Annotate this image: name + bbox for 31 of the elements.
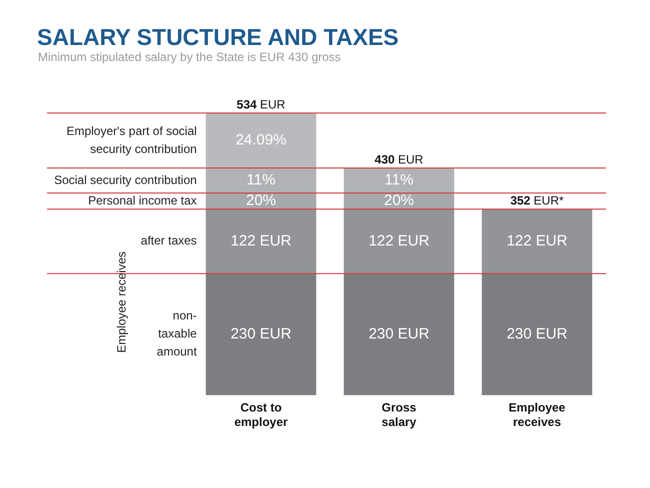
total-label: 430 EUR (374, 152, 424, 166)
chart-title: SALARY STUCTURE AND TAXES (37, 24, 399, 51)
annotation: 24.09% (236, 132, 286, 149)
x-tick-label: Gross salary (382, 400, 417, 430)
data-label: 230 EUR (230, 326, 292, 343)
data-label: 122 EUR (368, 232, 430, 250)
series-label: after taxes (140, 234, 197, 248)
annotation: 11% (384, 172, 414, 189)
series-label: Social security contribution (54, 172, 197, 187)
data-label: 230 EUR (506, 326, 568, 343)
x-tick-label: Cost to employer (234, 400, 288, 430)
total-label: 534 EUR (236, 97, 286, 112)
bar (344, 274, 454, 396)
bar (206, 209, 316, 274)
annotation: 11% (246, 172, 276, 189)
total-label: 352 EUR* (510, 193, 564, 208)
annotation: 20% (246, 192, 276, 210)
chart-subtitle: Minimum stipulated salary by the State is EUR 430 gross (38, 50, 341, 64)
data-label: 122 EUR (230, 232, 292, 250)
data-label: 230 EUR (368, 326, 430, 343)
series-label: Personal income tax (88, 193, 197, 208)
bar (482, 209, 592, 274)
series-label: non-taxable amount (156, 308, 198, 359)
series-label: Employer's part of social security contribution (66, 124, 197, 156)
text: Employee receives (114, 251, 128, 353)
x-tick-label: Employee receives (508, 400, 566, 430)
data-label: 122 EUR (506, 232, 568, 250)
bar (206, 274, 316, 396)
annotation: 20% (384, 192, 414, 210)
bar (482, 274, 592, 396)
bar (344, 209, 454, 274)
